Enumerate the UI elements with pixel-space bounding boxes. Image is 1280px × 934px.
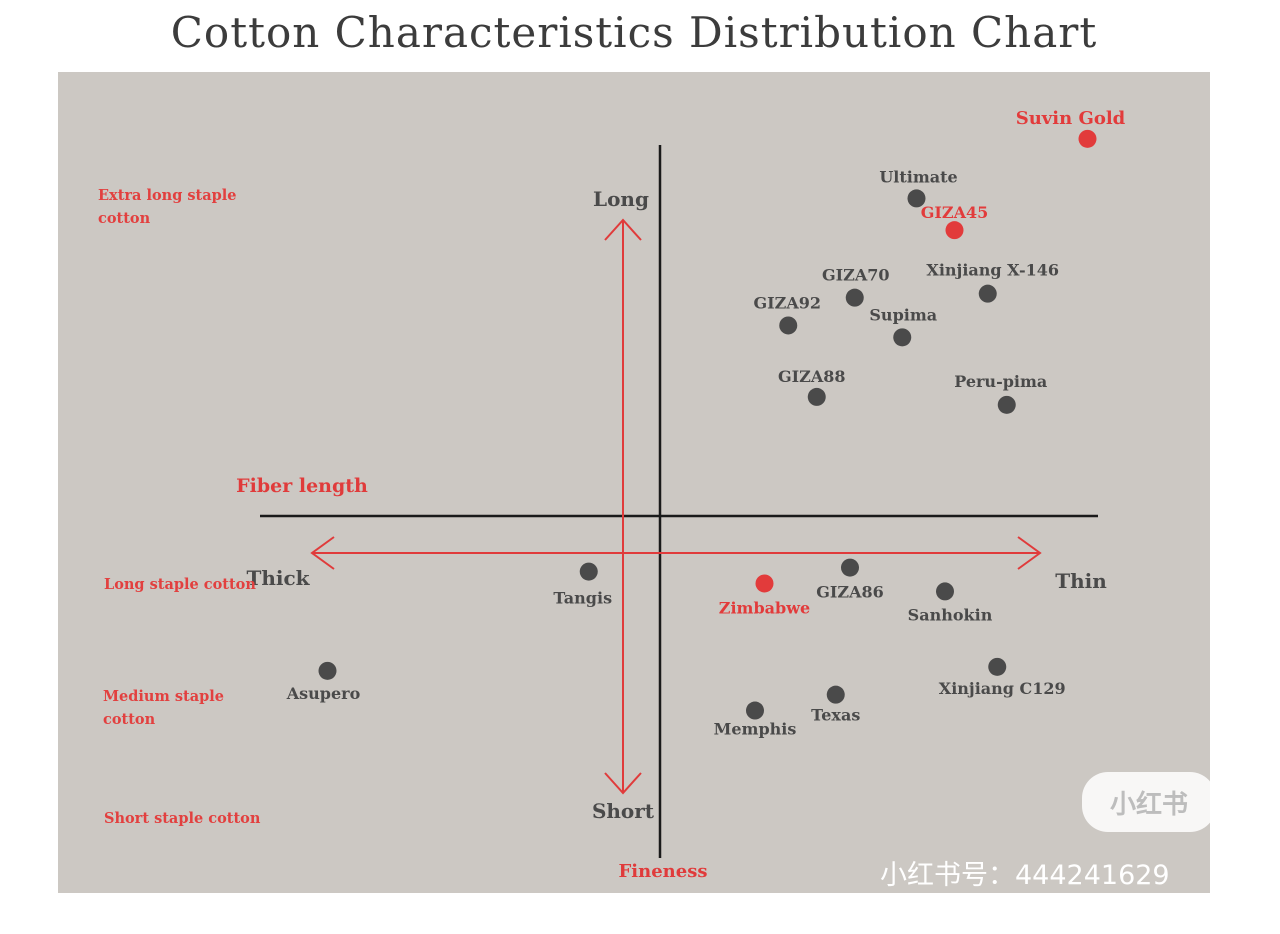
point-giza88 bbox=[807, 387, 826, 406]
short-label: Short bbox=[592, 799, 655, 823]
point-ultimate bbox=[907, 189, 926, 208]
point-label-memphis: Memphis bbox=[714, 720, 797, 739]
category-short-staple: Short staple cotton bbox=[104, 810, 261, 827]
fiber-length-label: Fiber length bbox=[236, 475, 368, 497]
point-supima bbox=[893, 328, 912, 347]
point-asupero bbox=[318, 661, 337, 680]
point-texas bbox=[826, 685, 845, 704]
point-label-sanhokin: Sanhokin bbox=[908, 605, 993, 624]
point-label-giza88: GIZA88 bbox=[778, 367, 846, 386]
thin-arrowhead bbox=[1017, 536, 1042, 570]
thick-label: Thick bbox=[246, 566, 310, 590]
chart-title: Cotton Characteristics Distribution Char… bbox=[170, 8, 1098, 57]
point-label-xinjiang-x-146: Xinjiang X-146 bbox=[926, 261, 1059, 280]
category-medium-staple: Medium staple cotton bbox=[103, 688, 224, 728]
fineness-label: Fineness bbox=[619, 861, 708, 882]
point-label-giza92: GIZA92 bbox=[753, 293, 821, 312]
point-memphis bbox=[746, 701, 764, 720]
point-label-xinjiang-c129: Xinjiang C129 bbox=[939, 679, 1066, 698]
plot-background bbox=[58, 72, 1210, 893]
watermark-badge: 小红书 bbox=[1082, 772, 1216, 832]
point-zimbabwe bbox=[755, 574, 774, 593]
long-label: Long bbox=[593, 187, 649, 211]
point-label-asupero: Asupero bbox=[286, 684, 361, 703]
point-label-suvin-gold: Suvin Gold bbox=[1016, 108, 1126, 129]
point-label-giza45: GIZA45 bbox=[921, 203, 989, 222]
point-label-giza86: GIZA86 bbox=[816, 583, 884, 602]
point-label-texas: Texas bbox=[811, 706, 860, 725]
point-xinjiang-x-146 bbox=[978, 284, 997, 303]
point-giza92 bbox=[779, 316, 798, 335]
point-label-giza70: GIZA70 bbox=[822, 266, 890, 285]
short-arrowhead bbox=[604, 772, 642, 795]
point-label-supima: Supima bbox=[869, 305, 937, 324]
point-giza70 bbox=[845, 288, 864, 307]
category-long-staple: Long staple cotton bbox=[104, 576, 256, 593]
long-arrowhead bbox=[604, 218, 642, 241]
point-giza86 bbox=[841, 558, 859, 577]
thin-label: Thin bbox=[1055, 569, 1107, 593]
watermark-id: 小红书号：444241629 bbox=[880, 860, 1170, 891]
point-label-tangis: Tangis bbox=[553, 589, 612, 608]
point-sanhokin bbox=[936, 582, 954, 601]
thick-arrowhead bbox=[310, 536, 335, 570]
point-tangis bbox=[579, 562, 598, 581]
category-extra-long-staple: Extra long staple cotton bbox=[98, 187, 237, 227]
point-xinjiang-c129 bbox=[988, 657, 1007, 676]
point-peru-pima bbox=[997, 395, 1016, 414]
point-giza45 bbox=[945, 221, 964, 240]
point-label-zimbabwe: Zimbabwe bbox=[719, 598, 810, 617]
point-label-ultimate: Ultimate bbox=[879, 167, 957, 186]
point-suvin-gold bbox=[1078, 129, 1097, 148]
point-label-peru-pima: Peru-pima bbox=[954, 372, 1047, 391]
